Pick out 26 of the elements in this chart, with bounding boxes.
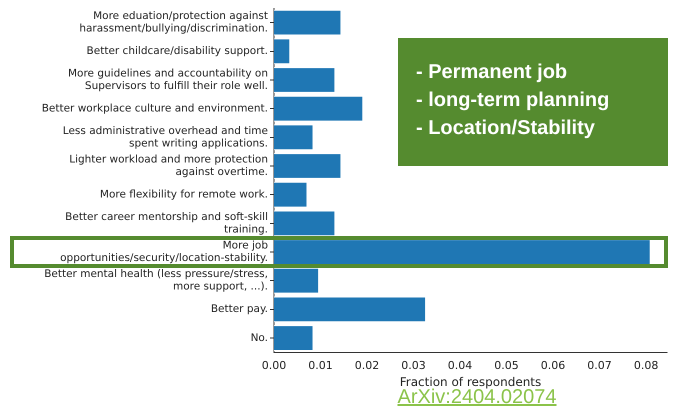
y-tick-label: More eduation/protection against harassment/bullying/discrimination. [79, 10, 268, 35]
y-tick-label: More guidelines and accountability on Supervisors to fulfill their role well. [68, 67, 268, 92]
y-tick-label: Better pay. [210, 303, 268, 316]
x-tick-label: 0.07 [587, 358, 612, 372]
annotation: - Location/Stability [416, 116, 596, 141]
annotation: - long-term planning [416, 88, 610, 113]
x-tick-label: 0.01 [308, 358, 333, 372]
x-tick-label: 0.08 [634, 358, 658, 372]
x-axis-title: Fraction of respondents [400, 374, 542, 389]
y-tick-label: Better workplace culture and environment. [42, 102, 268, 114]
y-tick-label: More flexibility for remote work. [100, 188, 268, 200]
x-tick-label: 0.02 [354, 358, 380, 372]
x-tick-label: 0.00 [262, 358, 286, 372]
y-tick-label: More job opportunities/security/location-stability. [60, 239, 268, 264]
y-tick-label: Less administrative overhead and time spent writing applications. [62, 124, 268, 150]
y-tick-label: Better mental health (less pressure/stress, more support, ...). [44, 268, 268, 293]
x-tick-label: 0.03 [401, 358, 426, 372]
annotation: - Permanent job [416, 60, 568, 85]
y-tick-label: No. [250, 332, 268, 344]
x-tick-label: 0.04 [448, 358, 472, 372]
y-tick-label: Lighter workload and more protection against overtime. [69, 153, 268, 178]
x-tick-label: 0.06 [540, 358, 566, 372]
x-tick-label: 0.05 [494, 358, 519, 372]
text-box: - Permanent job - long-term planning - Location/Stability [398, 38, 668, 166]
y-tick-label: Better career mentorship and soft-skill training. [65, 210, 268, 236]
y-tick-label: Better childcare/disability support. [86, 45, 268, 58]
